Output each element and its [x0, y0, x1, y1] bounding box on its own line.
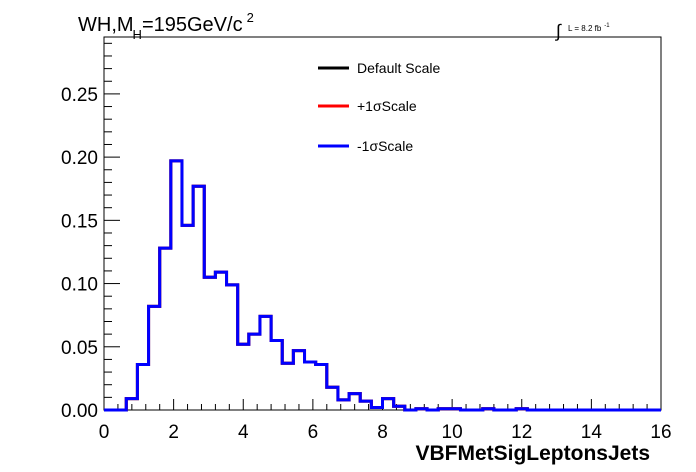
- series-line-1: [104, 159, 661, 412]
- y-tick-label: 0.00: [61, 401, 98, 422]
- series-line-2: [104, 159, 661, 412]
- x-tick-label: 14: [581, 422, 603, 443]
- x-tick-label: 0: [99, 422, 110, 443]
- series-layer: [104, 159, 661, 412]
- x-tick-label: 16: [650, 422, 671, 443]
- x-tick-label: 10: [442, 422, 463, 443]
- legend: Default Scale +1σScale -1σScale: [318, 60, 440, 154]
- series-line-0: [104, 159, 661, 412]
- legend-label: +1σScale: [357, 98, 417, 114]
- x-tick-label: 8: [377, 422, 388, 443]
- title-subscript: H: [133, 27, 142, 42]
- x-tick-label: 12: [511, 422, 532, 443]
- title-mass: =195GeV/c: [142, 14, 243, 36]
- plot-frame: [103, 36, 662, 411]
- legend-label: Default Scale: [357, 60, 440, 76]
- x-axis-label: VBFMetSigLeptonsJets: [415, 442, 650, 465]
- luminosity-label: L = 8.2 fb -1: [568, 23, 610, 33]
- title-superscript: 2: [247, 10, 254, 25]
- x-tick-label: 6: [308, 422, 319, 443]
- legend-label: -1σScale: [357, 138, 413, 154]
- x-tick-label: 4: [238, 422, 249, 443]
- luminosity-integral: ∫: [554, 21, 562, 41]
- y-tick-label: 0.25: [61, 85, 98, 106]
- chart-title: WH,MH=195GeV/c 2: [78, 10, 254, 42]
- y-tick-label: 0.05: [61, 338, 98, 359]
- y-tick-label: 0.15: [61, 211, 98, 232]
- y-tick-label: 0.10: [61, 275, 98, 296]
- x-tick-label: 2: [168, 422, 179, 443]
- y-tick-label: 0.20: [61, 148, 98, 169]
- axes: 0 2 4 6 8 10 12 14 16 0.00 0.05 0.10 0.15 0.20 0.25: [61, 42, 672, 443]
